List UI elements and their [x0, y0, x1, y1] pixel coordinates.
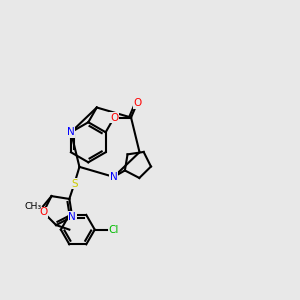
Text: O: O: [39, 207, 47, 217]
Text: Cl: Cl: [108, 225, 118, 235]
Text: N: N: [67, 127, 75, 137]
Text: N: N: [110, 172, 118, 182]
Text: CH₃: CH₃: [24, 202, 41, 211]
Text: N: N: [68, 212, 76, 222]
Text: S: S: [71, 179, 78, 189]
Text: O: O: [110, 112, 118, 122]
Text: O: O: [133, 98, 141, 108]
